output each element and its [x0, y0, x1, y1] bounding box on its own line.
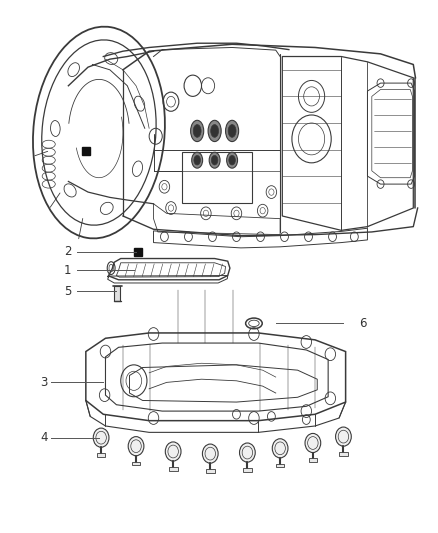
- Bar: [276, 464, 285, 467]
- Ellipse shape: [194, 156, 201, 165]
- Ellipse shape: [209, 152, 220, 168]
- Text: 2: 2: [64, 245, 71, 258]
- Bar: [169, 467, 177, 471]
- Circle shape: [272, 439, 288, 458]
- Circle shape: [93, 428, 109, 447]
- Ellipse shape: [226, 120, 239, 142]
- Circle shape: [240, 443, 255, 462]
- Text: 4: 4: [40, 431, 47, 444]
- Circle shape: [128, 437, 144, 456]
- Bar: [97, 453, 106, 457]
- Bar: [206, 469, 215, 473]
- Bar: [308, 458, 317, 462]
- Circle shape: [305, 433, 321, 453]
- Ellipse shape: [192, 152, 203, 168]
- Bar: [132, 462, 141, 465]
- Circle shape: [165, 442, 181, 461]
- Ellipse shape: [211, 125, 219, 138]
- Text: 6: 6: [359, 317, 366, 330]
- Bar: [243, 468, 252, 472]
- Circle shape: [336, 427, 351, 446]
- Bar: [339, 452, 348, 456]
- Bar: [114, 286, 120, 301]
- Ellipse shape: [191, 120, 204, 142]
- Ellipse shape: [193, 125, 201, 138]
- Text: 1: 1: [64, 264, 71, 277]
- Circle shape: [202, 444, 218, 463]
- Ellipse shape: [229, 156, 235, 165]
- Ellipse shape: [226, 152, 237, 168]
- Text: 3: 3: [40, 376, 47, 389]
- Text: 5: 5: [64, 285, 71, 298]
- Ellipse shape: [228, 125, 236, 138]
- Ellipse shape: [212, 156, 218, 165]
- Ellipse shape: [208, 120, 221, 142]
